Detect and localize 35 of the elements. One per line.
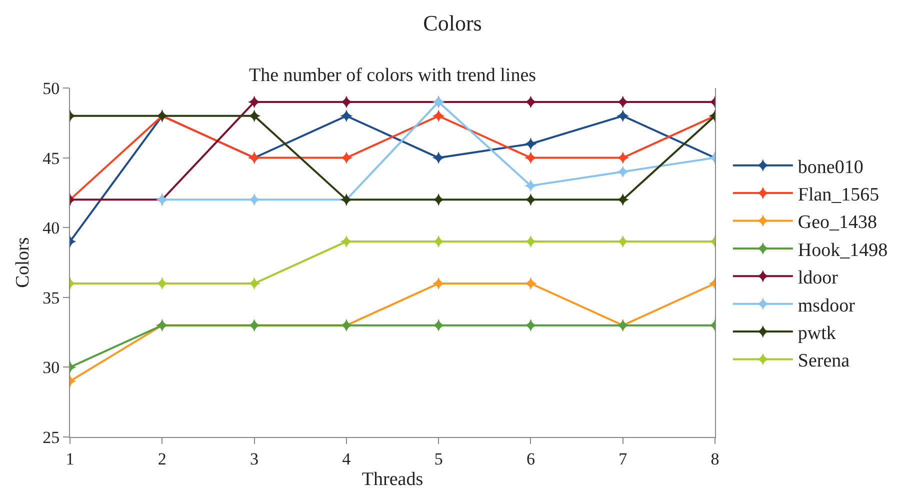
point — [616, 110, 630, 122]
point — [616, 165, 630, 178]
point — [248, 110, 261, 122]
point — [432, 152, 445, 164]
x-tick-label: 1 — [66, 449, 74, 468]
chart-title: Colors — [423, 10, 482, 36]
point — [524, 138, 538, 150]
chart-subtitle: The number of colors with trend lines — [249, 65, 536, 86]
y-tick-label: 25 — [42, 428, 60, 447]
y-tick-label: 45 — [42, 148, 60, 168]
legend-label: Flan_1565 — [798, 184, 880, 206]
y-tick-label: 40 — [42, 218, 60, 238]
x-tick-label: 5 — [434, 449, 443, 468]
legend-label: bone010 — [798, 156, 864, 178]
legend-label: Serena — [798, 350, 850, 372]
x-tick-label: 6 — [526, 449, 535, 468]
legend-label: Geo_1438 — [798, 212, 878, 234]
x-tick-label: 4 — [342, 449, 352, 468]
x-tick-label: 3 — [250, 449, 259, 468]
point — [524, 319, 538, 332]
y-axis-title: Colors — [12, 237, 34, 288]
point — [524, 179, 538, 192]
legend-label: msdoor — [798, 295, 856, 316]
point — [340, 110, 353, 122]
legend-label: Hook_1498 — [798, 240, 888, 261]
y-tick-label: 50 — [42, 78, 60, 98]
point — [432, 110, 445, 122]
x-tick-label: 8 — [710, 449, 720, 468]
x-axis-title: Threads — [362, 469, 424, 490]
legend-label: pwtk — [798, 322, 836, 344]
legend-label: ldoor — [798, 268, 839, 289]
x-tick-label: 2 — [158, 449, 166, 468]
x-tick-label: 7 — [618, 449, 628, 468]
y-tick-label: 35 — [42, 288, 60, 308]
y-tick-label: 30 — [42, 358, 60, 378]
